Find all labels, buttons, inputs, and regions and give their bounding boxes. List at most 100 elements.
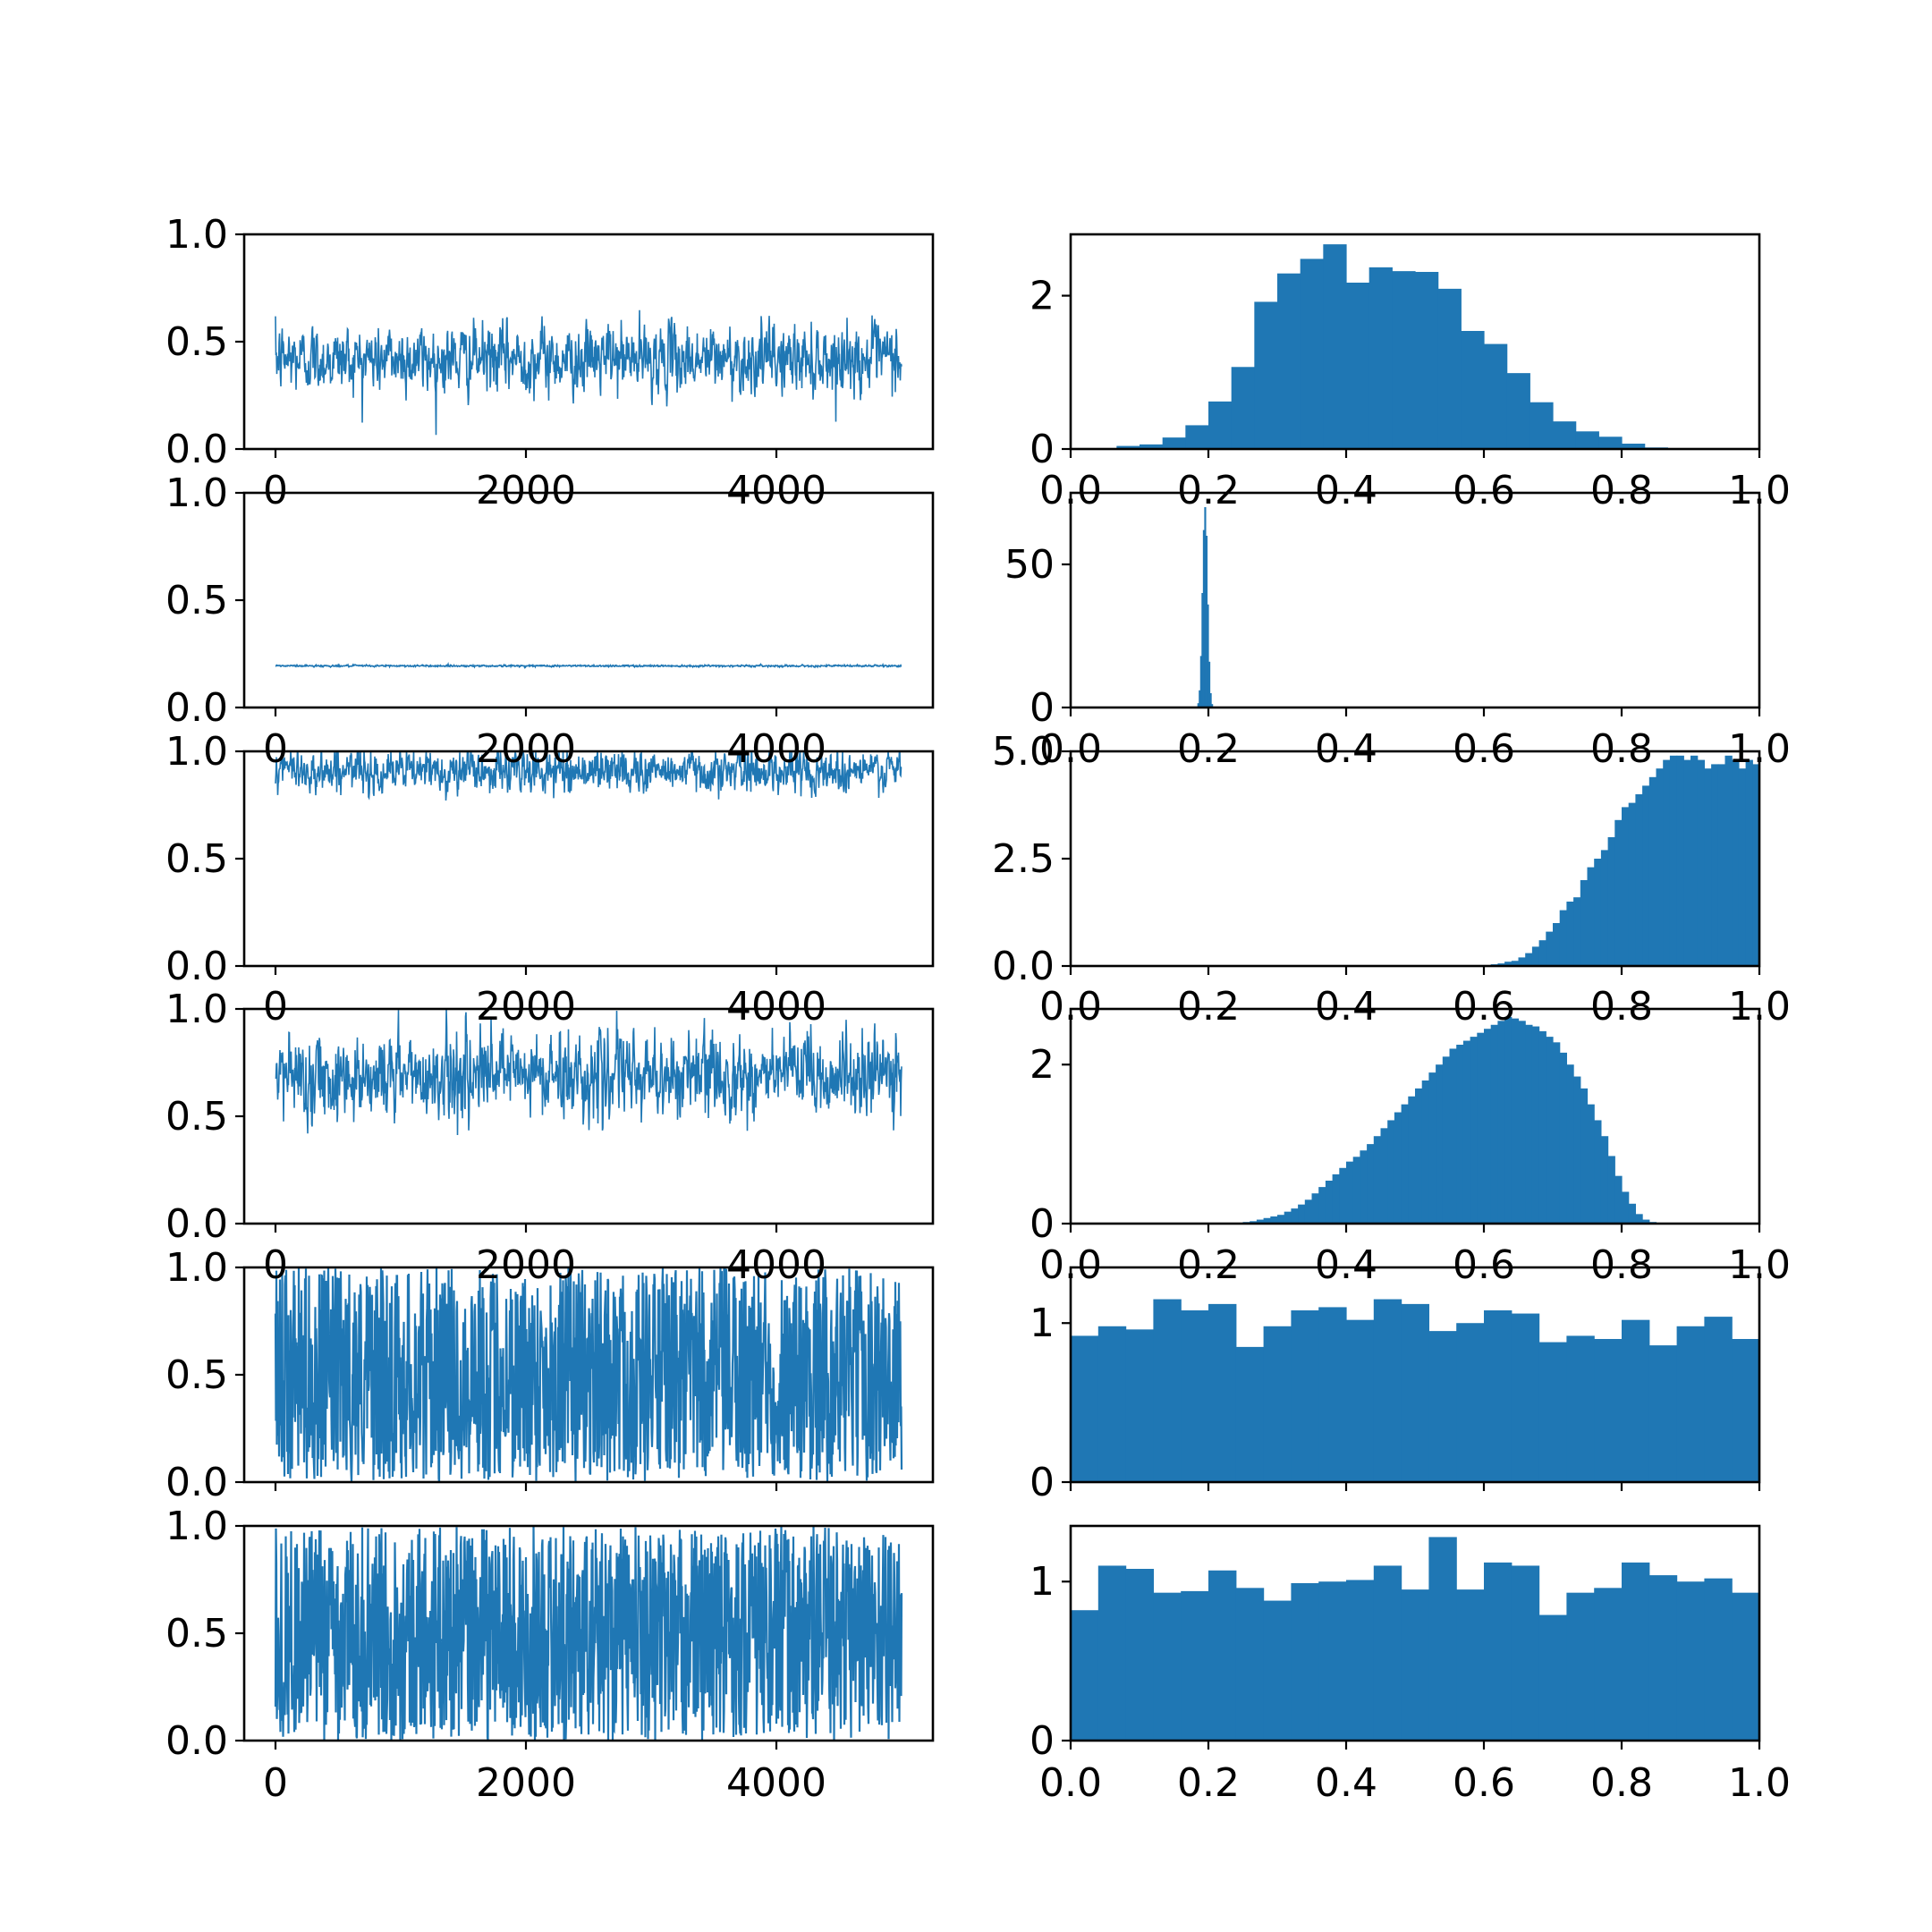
row1-hist-bar: [1231, 367, 1255, 449]
row6-hist-data: [1071, 1537, 1759, 1741]
row3-hist-bar: [1711, 764, 1719, 966]
row6-trace-ytick-label: 0.0: [165, 1718, 228, 1764]
row4-trace-ytick-label: 0.5: [165, 1094, 228, 1140]
row4-hist-bar: [1298, 1204, 1306, 1224]
row5-hist-bar: [1566, 1335, 1595, 1482]
row4-trace-xtick-label: 2000: [476, 984, 576, 1030]
row2-hist-ytick-label: 50: [1004, 542, 1055, 588]
row3-trace-xtick-label: 0: [263, 726, 288, 772]
row6-trace-ytick-label: 0.5: [165, 1611, 228, 1657]
row2-hist-bar: [1199, 690, 1201, 708]
row1-hist-bar: [1300, 258, 1324, 449]
row4-hist-bar: [1318, 1187, 1326, 1224]
row6-hist-xtick-label: 0.8: [1590, 1760, 1653, 1806]
row4-hist-bar: [1284, 1211, 1292, 1224]
row6-hist-bar: [1622, 1562, 1650, 1741]
row5-hist-xtick-label: 0.4: [1315, 1242, 1377, 1288]
row1-hist-bar: [1116, 445, 1140, 449]
row5-hist-data: [1071, 1299, 1759, 1482]
row4-hist-bar: [1352, 1157, 1360, 1224]
row6-hist-bar: [1346, 1580, 1375, 1741]
row2-hist-bar: [1202, 530, 1205, 708]
row2-hist-xtick-label: 0.6: [1453, 468, 1515, 513]
row4-hist-bar: [1408, 1096, 1416, 1224]
row3-hist-xtick-label: 0.4: [1315, 726, 1377, 772]
row3-hist-xtick-label: 0.6: [1453, 726, 1515, 772]
row1-hist-bar: [1323, 244, 1347, 449]
row6-trace-xtick-label: 2000: [476, 1760, 576, 1806]
row4-hist-bar: [1546, 1037, 1554, 1224]
row4-hist-bar: [1304, 1199, 1313, 1224]
row5-hist-bar: [1097, 1326, 1127, 1482]
row4-trace-panel: 0.0 0.5 1.0 0 2000 4000: [165, 984, 935, 1247]
row2-trace-trace-line: [275, 661, 902, 670]
row4-hist-bar: [1504, 1016, 1513, 1224]
row1-hist-bar: [1484, 343, 1508, 449]
row3-hist-bar: [1697, 759, 1705, 966]
row5-hist-xtick-label: 0.8: [1590, 1242, 1653, 1288]
row5-hist-bar: [1291, 1310, 1319, 1482]
row1-hist-bar: [1185, 425, 1209, 449]
row1-hist-data: [1093, 244, 1668, 449]
row5-hist-ytick-label: 0: [1030, 1460, 1055, 1505]
row6-hist-bar: [1648, 1575, 1678, 1741]
row5-trace-trace-line: [274, 1267, 903, 1482]
row3-hist-ytick-label: 5.0: [992, 729, 1055, 775]
row1-hist-bar: [1437, 288, 1462, 449]
row2-hist-bar: [1204, 507, 1207, 708]
row4-hist-xtick-label: 0.4: [1315, 984, 1377, 1030]
row5-hist-frame: [1069, 1266, 1761, 1484]
row5-hist-bar: [1373, 1299, 1402, 1482]
row2-trace-xtick-label: 4000: [726, 468, 826, 513]
row6-trace-ytick-label: 1.0: [165, 1504, 228, 1549]
row1-hist-bar: [1368, 267, 1393, 449]
row4-hist-frame: [1069, 1007, 1761, 1225]
row4-hist-ytick-label: 2: [1030, 1042, 1055, 1088]
row4-hist-bar: [1270, 1216, 1278, 1224]
row4-trace-ytick-label: 1.0: [165, 987, 228, 1032]
row1-hist-bar: [1208, 401, 1233, 449]
row4-hist-bar: [1394, 1112, 1402, 1224]
row1-hist-ytick-label: 2: [1030, 274, 1055, 319]
row4-hist-bar: [1525, 1024, 1533, 1224]
row3-hist-bar: [1752, 764, 1759, 966]
row6-trace-xtick-label: 0: [263, 1760, 288, 1806]
row5-hist-bar: [1318, 1307, 1347, 1482]
row2-trace-frame: [242, 491, 935, 709]
row2-trace-xtick-label: 0: [263, 468, 288, 513]
row6-hist-bar: [1594, 1588, 1623, 1741]
row3-trace-ytick-label: 0.0: [165, 944, 228, 989]
row4-hist-bar: [1311, 1193, 1319, 1224]
row3-hist-bar: [1628, 802, 1636, 966]
row6-hist-bar: [1318, 1581, 1347, 1741]
row5-trace-ytick-label: 0.5: [165, 1352, 228, 1398]
row3-hist-bar: [1656, 768, 1664, 966]
row5-trace-xtick-label: 0: [263, 1242, 288, 1288]
row2-trace-ytick-label: 1.0: [165, 470, 228, 516]
row4-trace-xtick-label: 0: [263, 984, 288, 1030]
row1-trace-data: [275, 309, 902, 436]
row2-hist-xtick-label: 0.4: [1315, 468, 1377, 513]
row4-hist-bar: [1263, 1217, 1271, 1224]
row6-hist-bar: [1484, 1562, 1513, 1741]
row2-hist-bar: [1201, 593, 1204, 708]
row5-hist-bar: [1456, 1323, 1485, 1482]
row6-hist-xtick-label: 0.4: [1315, 1760, 1377, 1806]
row1-hist-bar: [1140, 444, 1164, 449]
row3-hist-bar: [1724, 755, 1733, 966]
row4-hist-bar: [1587, 1104, 1595, 1224]
row4-hist-bar: [1462, 1040, 1471, 1224]
row5-hist-bar: [1071, 1335, 1099, 1482]
row4-hist-bar: [1291, 1208, 1299, 1224]
row2-hist-data: [1196, 507, 1214, 708]
row3-hist-bar: [1594, 859, 1602, 966]
row1-hist-ytick-label: 0: [1030, 427, 1055, 472]
row2-hist-xtick-label: 0.0: [1039, 468, 1102, 513]
row2-hist-xtick-label: 0.2: [1177, 468, 1240, 513]
row4-hist-bar: [1553, 1042, 1561, 1224]
row3-hist-bar: [1717, 764, 1726, 966]
row6-hist-bar: [1071, 1610, 1099, 1741]
row4-hist-bar: [1387, 1120, 1395, 1224]
row4-hist-bar: [1436, 1064, 1444, 1224]
row3-hist-bar: [1614, 819, 1623, 966]
